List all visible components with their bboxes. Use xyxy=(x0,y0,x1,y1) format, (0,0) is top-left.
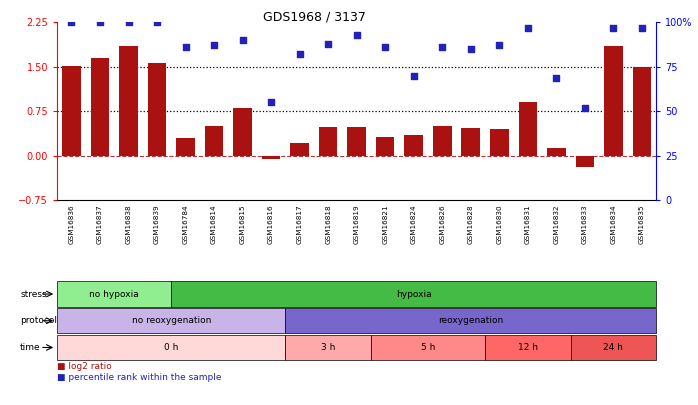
Point xyxy=(579,104,591,111)
Bar xyxy=(404,135,423,156)
Bar xyxy=(177,138,195,156)
Point xyxy=(522,24,533,31)
Point xyxy=(94,19,105,26)
Text: GSM16815: GSM16815 xyxy=(239,205,246,244)
Text: GSM16837: GSM16837 xyxy=(97,205,103,244)
Bar xyxy=(461,128,480,156)
Text: GSM16836: GSM16836 xyxy=(68,205,75,244)
Text: ■ percentile rank within the sample: ■ percentile rank within the sample xyxy=(57,373,222,382)
Text: 5 h: 5 h xyxy=(421,343,435,352)
Text: GSM16833: GSM16833 xyxy=(582,205,588,244)
Text: GSM16828: GSM16828 xyxy=(468,205,474,244)
Text: GSM16834: GSM16834 xyxy=(610,205,616,244)
Text: GSM16831: GSM16831 xyxy=(525,205,530,244)
Point xyxy=(180,44,191,51)
Text: GSM16835: GSM16835 xyxy=(639,205,645,244)
Bar xyxy=(576,156,594,166)
Text: no hypoxia: no hypoxia xyxy=(89,290,139,298)
Bar xyxy=(547,148,565,156)
Text: GSM16818: GSM16818 xyxy=(325,205,331,244)
Text: GSM16838: GSM16838 xyxy=(126,205,131,244)
Point xyxy=(408,72,419,79)
Bar xyxy=(91,58,110,156)
Text: 24 h: 24 h xyxy=(603,343,623,352)
Text: stress: stress xyxy=(20,290,47,298)
Bar xyxy=(604,46,623,156)
Point xyxy=(66,19,77,26)
Bar xyxy=(490,129,509,156)
Point xyxy=(637,24,648,31)
Point xyxy=(608,24,619,31)
Text: GSM16832: GSM16832 xyxy=(554,205,559,244)
Point xyxy=(151,19,163,26)
Point xyxy=(237,37,248,43)
Bar xyxy=(205,126,223,156)
Bar xyxy=(348,128,366,156)
Point xyxy=(209,42,220,49)
Text: GDS1968 / 3137: GDS1968 / 3137 xyxy=(263,10,366,23)
Bar xyxy=(319,128,337,156)
Text: 0 h: 0 h xyxy=(164,343,179,352)
Text: GSM16821: GSM16821 xyxy=(383,205,388,244)
Text: GSM16819: GSM16819 xyxy=(354,205,359,244)
Text: hypoxia: hypoxia xyxy=(396,290,431,298)
Bar xyxy=(148,63,166,156)
Text: reoxygenation: reoxygenation xyxy=(438,316,503,325)
Bar xyxy=(262,156,281,159)
Point xyxy=(437,44,448,51)
Text: GSM16824: GSM16824 xyxy=(410,205,417,244)
Point xyxy=(265,99,276,106)
Point xyxy=(123,19,134,26)
Point xyxy=(493,42,505,49)
Text: GSM16816: GSM16816 xyxy=(268,205,274,244)
Point xyxy=(551,74,562,81)
Bar xyxy=(376,137,394,156)
Bar xyxy=(519,102,537,156)
Point xyxy=(322,40,334,47)
Bar xyxy=(433,126,452,156)
Bar xyxy=(632,67,651,156)
Text: ■ log2 ratio: ■ log2 ratio xyxy=(57,362,112,371)
Text: protocol: protocol xyxy=(20,316,57,325)
Point xyxy=(294,51,305,58)
Text: 3 h: 3 h xyxy=(321,343,335,352)
Text: GSM16830: GSM16830 xyxy=(496,205,503,244)
Point xyxy=(351,32,362,38)
Text: GSM16784: GSM16784 xyxy=(183,205,188,244)
Point xyxy=(380,44,391,51)
Text: GSM16826: GSM16826 xyxy=(439,205,445,244)
Text: GSM16839: GSM16839 xyxy=(154,205,160,244)
Bar xyxy=(119,46,138,156)
Point xyxy=(465,46,476,52)
Text: time: time xyxy=(20,343,40,352)
Bar xyxy=(290,143,309,156)
Bar xyxy=(233,109,252,156)
Text: GSM16817: GSM16817 xyxy=(297,205,303,244)
Text: no reoxygenation: no reoxygenation xyxy=(132,316,211,325)
Bar xyxy=(62,66,81,156)
Text: 12 h: 12 h xyxy=(518,343,537,352)
Text: GSM16814: GSM16814 xyxy=(211,205,217,244)
